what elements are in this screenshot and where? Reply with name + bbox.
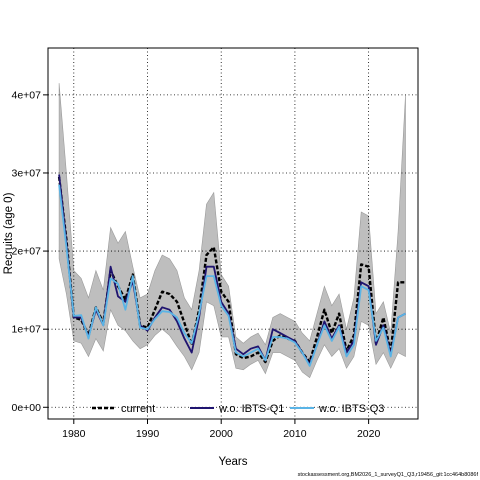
legend: current w.o. IBTS-Q1 w.o. IBTS-Q3 — [92, 403, 384, 415]
y-axis-title: Recruits (age 0) — [3, 192, 15, 274]
y-tick-label: 3e+07 — [12, 167, 42, 179]
series-line-2 — [58, 184, 406, 367]
x-tick-label: 1980 — [62, 428, 86, 440]
footer-source-text: stockassessment.org,BM2026_1_surveyQ1_Q3… — [297, 472, 478, 478]
x-tick-label: 2000 — [210, 428, 234, 440]
confidence-band — [58, 83, 406, 379]
x-axis: 1980 1990 2000 2010 2020 — [62, 419, 380, 440]
legend-label-0: current — [121, 403, 155, 415]
legend-label-1: w.o. IBTS-Q1 — [218, 403, 284, 415]
y-tick-label: 2e+07 — [12, 246, 42, 258]
plot-frame — [47, 47, 419, 420]
legend-label-2: w.o. IBTS-Q3 — [318, 403, 384, 415]
y-tick-label: 0e+00 — [12, 402, 42, 414]
x-axis-title: Years — [219, 456, 248, 468]
series-layer — [57, 174, 406, 367]
x-tick-label: 2010 — [283, 428, 307, 440]
x-tick-label: 1990 — [136, 428, 160, 440]
y-tick-label: 4e+07 — [12, 89, 42, 101]
y-axis: 0e+00 1e+07 2e+07 3e+07 4e+07 — [12, 89, 48, 414]
confidence-band-layer — [58, 83, 406, 379]
y-tick-label: 1e+07 — [12, 324, 42, 336]
x-tick-label: 2020 — [357, 428, 381, 440]
